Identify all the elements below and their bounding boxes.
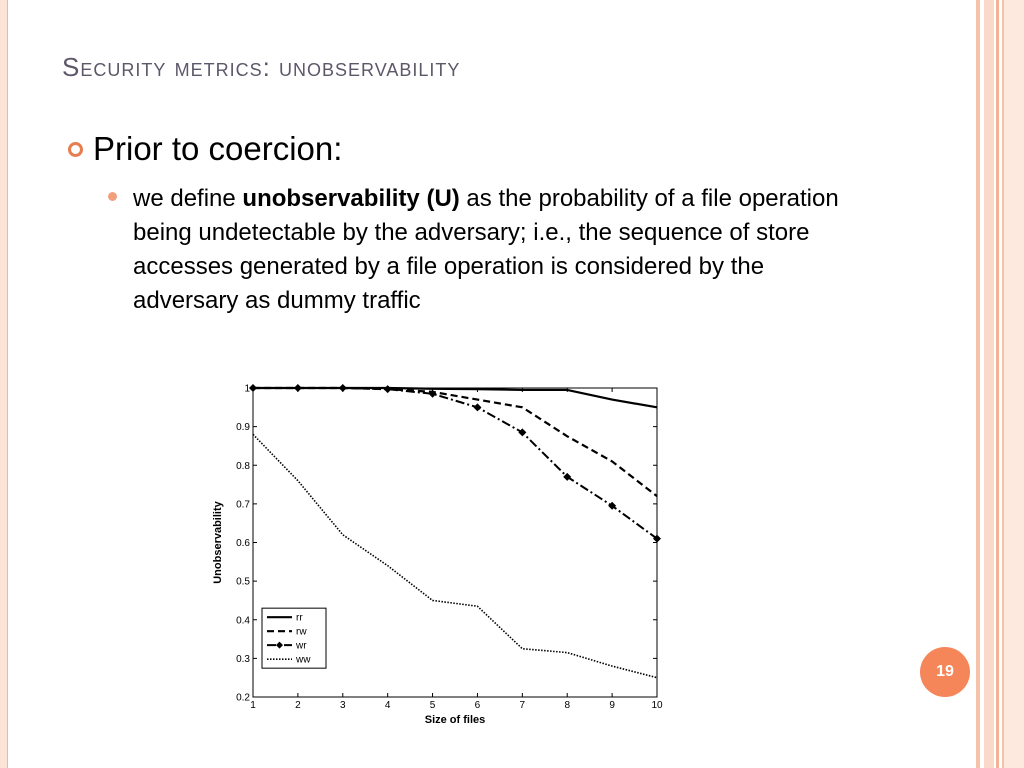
x-tick-label: 10 — [651, 700, 663, 711]
sub-bullet-text: we define unobservability (U) as the pro… — [133, 182, 863, 318]
sub-bullet: we define unobservability (U) as the pro… — [108, 182, 868, 318]
main-bullet: Prior to coercion: — [68, 130, 342, 168]
data-point-wr — [383, 385, 392, 394]
x-axis-label: Size of files — [425, 714, 486, 726]
y-axis-label: Unobservability — [212, 500, 224, 583]
data-point-wr — [249, 384, 257, 392]
x-tick-label: 3 — [340, 700, 346, 711]
main-bullet-text: Prior to coercion: — [93, 130, 343, 167]
x-tick-label: 9 — [609, 700, 615, 711]
legend-label-ww: ww — [295, 655, 311, 666]
y-tick-label: 1 — [244, 384, 250, 395]
data-point-wr — [293, 384, 302, 392]
legend-label-rr: rr — [296, 613, 303, 624]
y-tick-label: 0.7 — [236, 499, 250, 510]
legend-label-wr: wr — [295, 641, 307, 652]
x-tick-label: 6 — [475, 700, 481, 711]
stripe-3 — [996, 0, 999, 768]
page-number-badge: 19 — [920, 647, 970, 697]
stripe-2 — [984, 0, 994, 768]
stripe-4 — [1002, 0, 1024, 768]
left-border-decoration — [0, 0, 8, 768]
x-tick-label: 2 — [295, 700, 301, 711]
data-point-wr — [473, 403, 482, 412]
series-line-rw — [253, 386, 658, 498]
data-point-wr — [338, 384, 347, 392]
y-tick-label: 0.6 — [236, 538, 250, 549]
data-point-wr — [518, 428, 527, 437]
series-line-ww — [252, 433, 658, 679]
x-tick-label: 4 — [385, 700, 391, 711]
sub-bullet-prefix: we define — [133, 185, 243, 212]
x-tick-label: 7 — [520, 700, 526, 711]
unobservability-chart: 1 2 3 4 5 6 7 8 9 10 0.2 0.3 0.4 0.5 0.6 0.7 0.8 0.9 1 Size… — [205, 375, 675, 735]
x-tick-label: 5 — [430, 700, 436, 711]
data-point-wr — [563, 472, 572, 481]
stripe-1 — [976, 0, 980, 768]
right-stripe-decoration — [976, 0, 1024, 768]
dot-bullet-icon — [108, 192, 117, 201]
legend-label-rw: rw — [296, 627, 307, 638]
slide-title: Security metrics: unobservability — [62, 52, 461, 82]
sub-bullet-rest: as the probability of a file operation b… — [133, 185, 839, 314]
y-tick-label: 0.9 — [236, 422, 250, 433]
y-tick-label: 0.5 — [236, 577, 250, 588]
data-point-wr — [608, 501, 617, 510]
ring-bullet-icon — [68, 141, 83, 157]
y-tick-label: 0.2 — [236, 693, 250, 704]
page-number: 19 — [936, 663, 954, 680]
data-point-wr — [653, 534, 661, 543]
y-tick-label: 0.3 — [236, 654, 250, 665]
y-tick-label: 0.8 — [236, 461, 250, 472]
x-tick-label: 1 — [250, 700, 256, 711]
chart-svg: 1 2 3 4 5 6 7 8 9 10 0.2 0.3 0.4 0.5 0.6 0.7 0.8 0.9 1 Size… — [212, 384, 663, 727]
legend-marker-wr — [276, 641, 283, 649]
data-point-wr — [428, 389, 437, 398]
sub-bullet-bold-term: unobservability (U) — [242, 185, 460, 212]
y-tick-label: 0.4 — [236, 615, 250, 626]
x-tick-label: 8 — [564, 700, 570, 711]
